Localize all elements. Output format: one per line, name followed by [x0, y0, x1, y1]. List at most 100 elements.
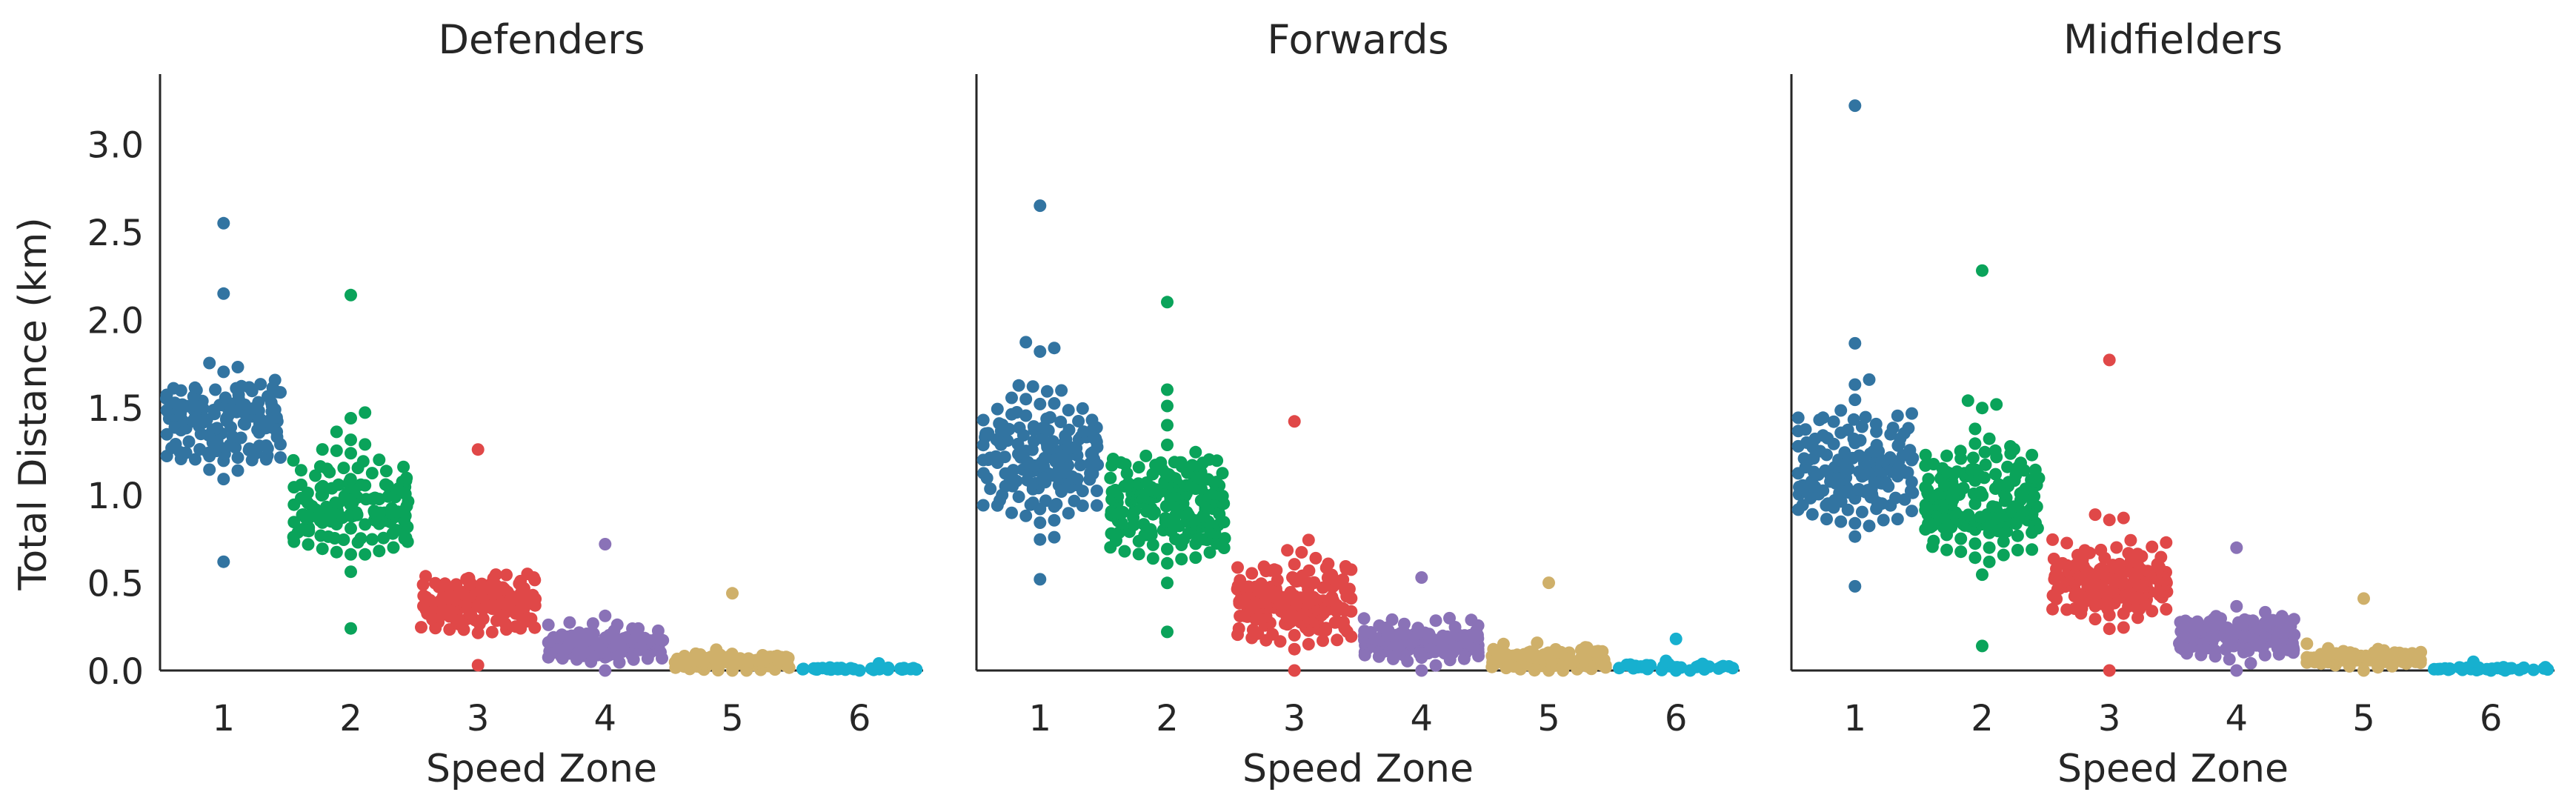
data-point — [345, 433, 357, 447]
data-point — [295, 478, 307, 491]
data-point — [1189, 551, 1202, 565]
data-point — [1531, 636, 1544, 650]
data-point — [330, 545, 343, 559]
data-point — [1889, 491, 1902, 505]
data-point — [1385, 613, 1399, 626]
data-point — [1245, 567, 1259, 580]
data-point — [1308, 576, 1321, 589]
data-point — [419, 570, 432, 583]
y-axis-label: Total Distance (km) — [11, 217, 56, 590]
data-point — [1988, 444, 2002, 457]
data-point — [1848, 99, 1862, 113]
data-point — [1046, 435, 1059, 448]
data-point — [1869, 417, 1883, 430]
data-point — [1043, 410, 1056, 424]
data-point — [231, 451, 244, 465]
data-point — [991, 402, 1004, 416]
data-point — [1309, 551, 1322, 565]
data-point — [385, 502, 399, 515]
data-point — [1085, 413, 1099, 427]
data-point — [1951, 465, 1964, 479]
data-point — [1358, 625, 1371, 638]
series-zone-3 — [2046, 353, 2174, 677]
data-point — [1013, 421, 1026, 434]
data-point — [1841, 423, 1854, 436]
data-point — [235, 379, 248, 393]
data-point — [203, 463, 216, 476]
data-point — [1034, 533, 1047, 546]
series-zone-2 — [287, 288, 415, 635]
data-point — [989, 450, 1002, 463]
data-point — [2300, 637, 2314, 650]
data-point — [599, 609, 612, 622]
data-point — [1246, 623, 1259, 636]
panel-title: Forwards — [1267, 16, 1448, 63]
data-point — [998, 450, 1011, 464]
data-point — [471, 443, 485, 456]
data-point — [169, 438, 182, 450]
data-point — [345, 548, 357, 561]
data-point — [2438, 662, 2452, 675]
data-point — [2179, 614, 2192, 628]
data-point — [2046, 533, 2059, 546]
data-point — [1927, 534, 1940, 548]
series-zone-4 — [1357, 571, 1485, 677]
data-point — [373, 453, 386, 467]
data-point — [1218, 532, 1231, 545]
data-point — [2160, 602, 2173, 616]
data-point — [1161, 383, 1174, 396]
data-point — [1317, 634, 1329, 648]
panel-title: Midfielders — [2063, 16, 2283, 63]
data-point — [2259, 605, 2272, 619]
series-zone-6 — [1613, 632, 1740, 677]
data-point — [1231, 561, 1244, 574]
data-point — [823, 661, 836, 674]
data-point — [521, 568, 534, 581]
data-point — [1623, 658, 1637, 671]
data-point — [344, 473, 357, 486]
data-point — [254, 378, 267, 391]
data-point — [1118, 545, 1131, 558]
data-point — [337, 462, 350, 475]
x-axis-label: Speed Zone — [2057, 747, 2289, 791]
data-point — [296, 508, 310, 521]
data-point — [302, 521, 316, 534]
data-point — [1799, 423, 1812, 436]
data-point — [1019, 336, 1033, 349]
data-point — [835, 662, 848, 675]
data-point — [377, 531, 390, 545]
data-point — [797, 662, 810, 676]
data-point — [1072, 415, 1085, 427]
data-point — [379, 478, 392, 491]
data-point — [1216, 467, 1229, 480]
data-point — [475, 577, 488, 590]
data-point — [1415, 664, 1428, 677]
data-point — [345, 447, 357, 460]
data-point — [2131, 548, 2144, 561]
data-point — [1302, 564, 1316, 577]
data-point — [1034, 397, 1047, 410]
data-point — [1497, 637, 1510, 650]
data-point — [1339, 560, 1352, 573]
series-zone-3 — [415, 443, 542, 672]
data-point — [302, 538, 315, 551]
data-point — [415, 621, 427, 634]
x-tick-label: 4 — [1411, 698, 1434, 739]
data-point — [1997, 548, 2010, 562]
y-tick-label: 2.5 — [87, 213, 144, 254]
data-point — [1039, 494, 1052, 508]
data-point — [1848, 336, 1862, 350]
data-point — [243, 442, 256, 456]
data-point — [982, 427, 995, 440]
data-point — [1232, 622, 1245, 635]
data-point — [725, 648, 739, 661]
data-point — [1954, 532, 1968, 545]
data-point — [1827, 415, 1840, 428]
data-point — [359, 438, 372, 451]
data-point — [1696, 657, 1709, 670]
data-point — [2388, 646, 2401, 659]
data-point — [599, 664, 612, 677]
data-point — [1175, 553, 1188, 566]
data-point — [977, 467, 991, 480]
